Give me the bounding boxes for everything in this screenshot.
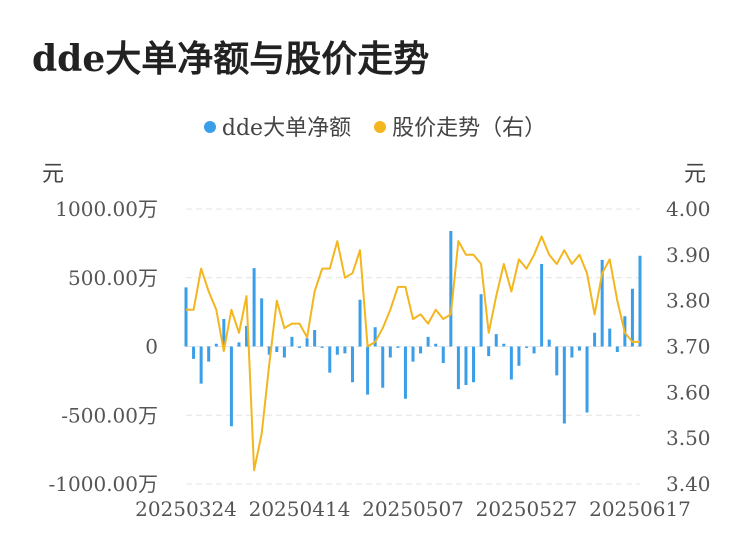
bar (608, 328, 612, 347)
legend-line-marker (374, 121, 387, 133)
bar (540, 264, 544, 347)
bar (245, 325, 249, 347)
x-tick-label: 20250617 (589, 497, 691, 521)
bar (532, 346, 536, 354)
bar (577, 346, 581, 351)
bar (593, 332, 597, 347)
bar (487, 346, 491, 357)
bar (252, 268, 256, 347)
chart-legend: dde大单净额 股价走势（右） (0, 110, 750, 142)
bar (237, 342, 241, 347)
bar (214, 343, 218, 347)
bar (282, 346, 286, 358)
price-line (186, 235, 640, 472)
bar (525, 346, 528, 348)
bar (184, 287, 188, 347)
bar-series (184, 231, 642, 427)
left-tick-label: -500.00万 (61, 403, 158, 427)
left-tick-label: 500.00万 (68, 266, 158, 290)
bar (373, 327, 377, 347)
right-tick-label: 3.90 (666, 243, 711, 267)
bar (479, 294, 483, 347)
bar (192, 346, 196, 359)
bar (426, 336, 430, 347)
bar (547, 339, 551, 347)
bar (328, 346, 332, 373)
x-tick-label: 20250414 (249, 497, 351, 521)
bar (585, 346, 589, 413)
bar (494, 334, 498, 347)
bar (600, 259, 604, 347)
right-tick-label: 3.40 (666, 472, 711, 496)
bar (396, 346, 400, 348)
bar (335, 346, 339, 355)
x-tick-label: 20250324 (135, 497, 237, 521)
bar (502, 343, 506, 347)
bar (638, 255, 642, 347)
legend-line-label: 股价走势（右） (392, 116, 547, 141)
bar (343, 346, 347, 354)
right-tick-label: 3.60 (666, 380, 711, 404)
bar (366, 346, 370, 395)
bar (298, 346, 301, 348)
bar (381, 346, 385, 388)
bar (403, 346, 407, 399)
right-tick-label: 4.00 (666, 197, 711, 221)
right-tick-label: 3.80 (666, 289, 711, 313)
bar (449, 231, 453, 347)
right-axis-unit: 元 (684, 162, 707, 187)
line-series (186, 235, 640, 472)
bar (630, 288, 634, 347)
x-tick-label: 20250507 (362, 497, 464, 521)
bar (320, 346, 324, 348)
left-tick-label: -1000.00万 (49, 472, 158, 496)
bar (509, 346, 513, 380)
bar (207, 346, 211, 362)
right-tick-label: 3.50 (666, 426, 711, 450)
legend-bar-marker (203, 121, 216, 133)
bar (275, 346, 279, 352)
bar (555, 346, 559, 376)
bar (222, 319, 226, 347)
bar (358, 299, 362, 347)
left-tick-label: 0 (145, 335, 158, 359)
bar (464, 346, 468, 385)
left-tick-label: 1000.00万 (55, 197, 158, 221)
x-tick-label: 20250527 (476, 497, 578, 521)
bar (260, 298, 264, 347)
bar (350, 346, 354, 383)
bar (199, 346, 203, 384)
bar (472, 346, 476, 383)
left-axis-unit: 元 (42, 162, 65, 187)
bar (313, 330, 317, 347)
bar (267, 346, 271, 355)
legend-item-line[interactable]: 股价走势（右） (374, 110, 546, 142)
bar (456, 346, 460, 390)
bar (229, 346, 233, 427)
right-tick-label: 3.70 (666, 335, 711, 359)
bar (434, 343, 438, 347)
bar (305, 338, 309, 347)
chart-title: dde大单净额与股价走势 (32, 38, 430, 80)
bar (570, 346, 574, 358)
bar (441, 346, 445, 363)
bar (615, 346, 619, 352)
legend-bar-label: dde大单净额 (221, 116, 352, 141)
bar (411, 346, 415, 362)
bar (290, 336, 294, 347)
legend-item-bar[interactable]: dde大单净额 (203, 110, 352, 142)
axis-labels: 1000.00万 500.00万 0 -500.00万 -1000.00万 4.00 3.9… (49, 197, 711, 521)
bar (562, 346, 566, 424)
bar (419, 346, 423, 354)
bar (388, 346, 392, 358)
bar (517, 346, 521, 366)
